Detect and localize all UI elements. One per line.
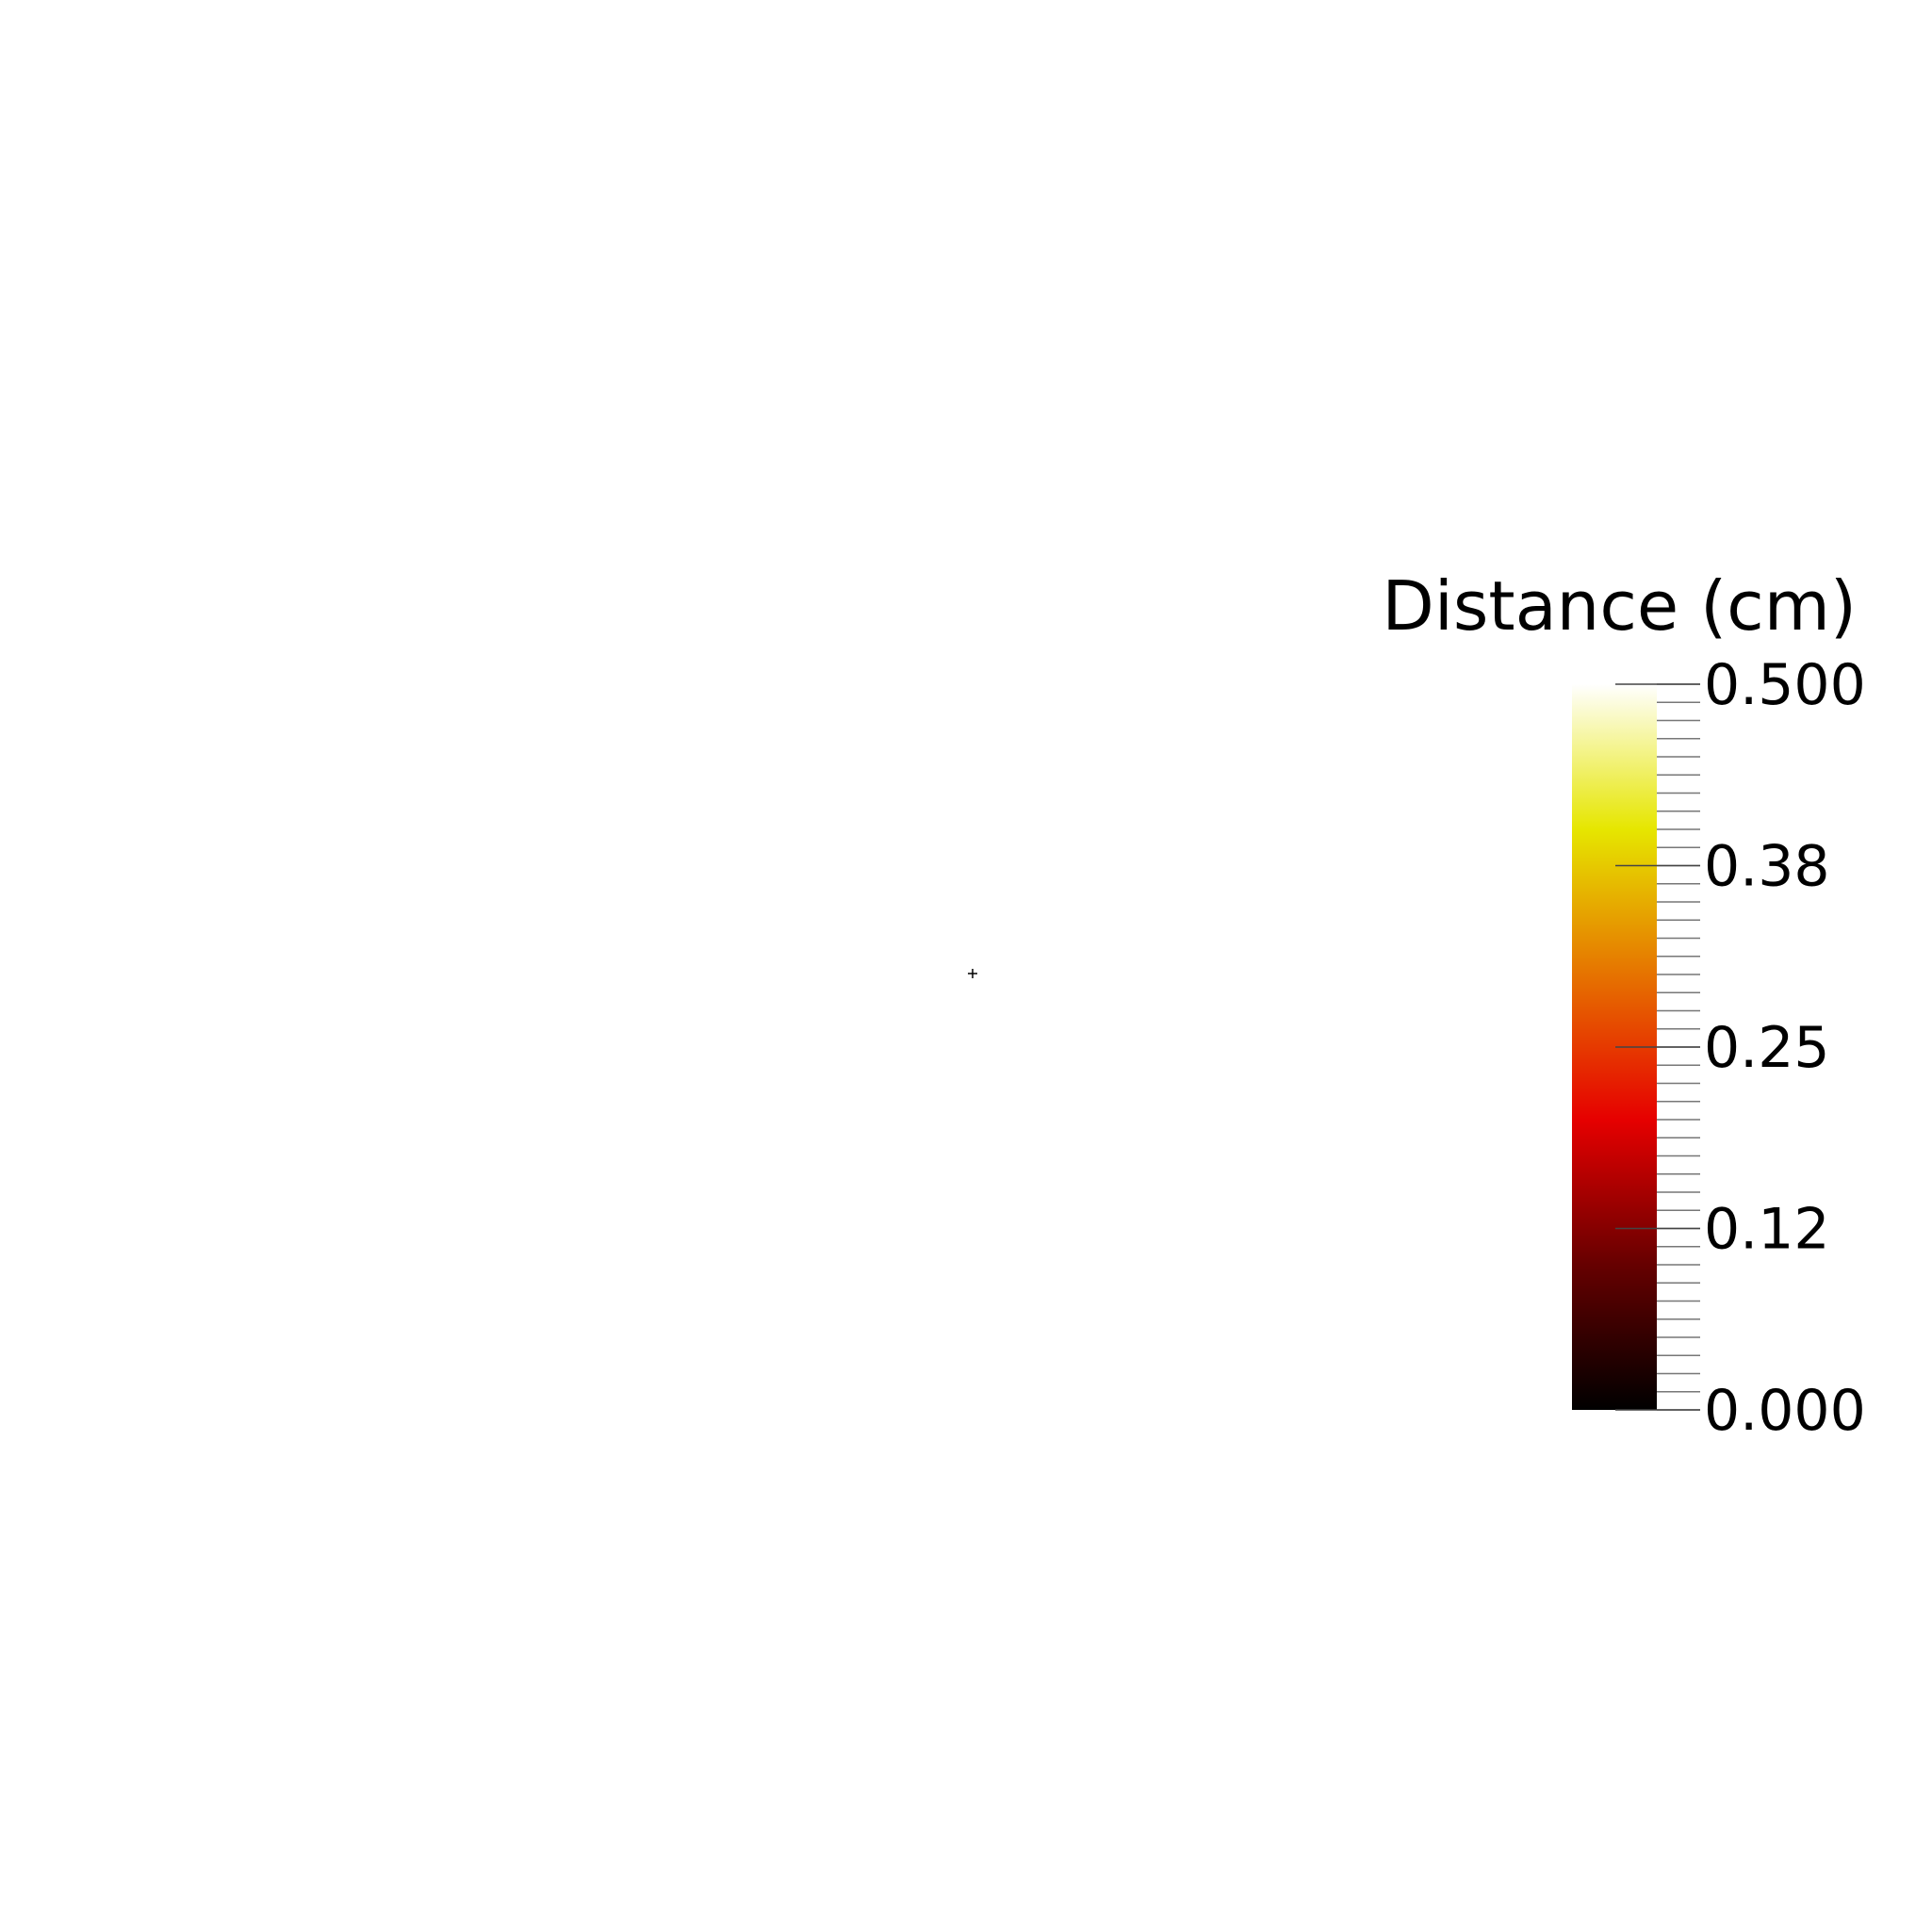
colorbar-tick-label: 0.000 — [1704, 1378, 1866, 1444]
colorbar-tick-label: 0.500 — [1704, 652, 1866, 718]
colorbar-tick-label: 0.12 — [1704, 1197, 1830, 1263]
colorbar-title: Distance (cm) — [1382, 566, 1857, 646]
crosshair-icon — [968, 969, 977, 978]
colorbar-tick-label: 0.38 — [1704, 834, 1830, 900]
colorbar-major-ticks: 0.500 0.38 0.25 0.12 0.000 — [1615, 652, 1866, 1444]
colorbar-tick-label: 0.25 — [1704, 1015, 1830, 1081]
colorbar-legend: Distance (cm) 0.500 0.38 0.25 0.12 0.000 — [1382, 566, 1865, 1444]
